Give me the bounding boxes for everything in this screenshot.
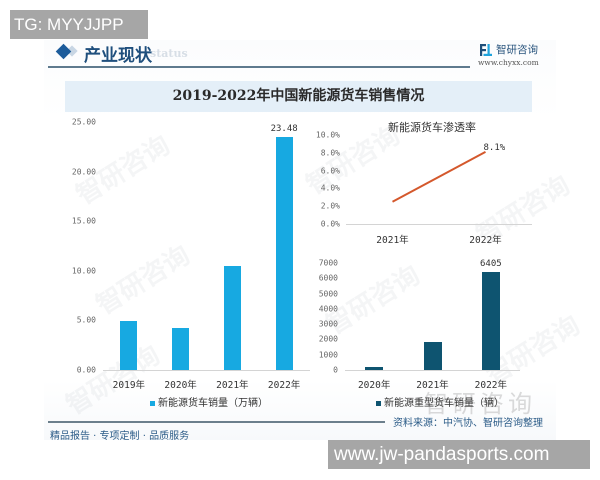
y-axis-tick-label: 2000 [318,334,338,344]
top-left-tag-overlay: TG: MYYJJPP [10,10,148,39]
bottom-url-overlay: www.jw-pandasports.com [328,440,590,469]
chart-legend: 新能源重型货车销量（辆） [376,394,504,409]
bar-value-label: 6405 [479,259,502,270]
footer-divider [48,421,385,423]
brand-url: www.chyxx.com [478,58,539,67]
y-axis-tick-label: 15.00 [71,216,96,226]
figure-title: 2019-2022年中国新能源货车销售情况 [172,88,425,104]
y-axis-tick-label: 10.00 [71,266,96,276]
y-axis-tick-label: 5.00 [76,315,96,325]
y-axis-tick-label: 0.00 [76,365,96,375]
brand-logo-icon [480,44,492,56]
chart-legend: 新能源货车销量（万辆） [150,394,268,409]
y-axis-tick-label: 25.00 [71,117,96,127]
y-axis-tick-label: 3000 [318,319,338,329]
y-axis-tick-label: 8.0% [320,148,340,158]
x-axis-tick-label: 2021年 [416,380,449,391]
bar-2022年 [481,272,500,370]
x-axis-tick-label: 2021年 [216,380,249,391]
x-axis-tick-label: 2022年 [469,235,502,246]
y-axis-tick-label: 2.0% [320,201,340,211]
y-axis-tick-label: 20.00 [71,167,96,177]
y-axis-tick-label: 10.0% [315,130,340,140]
legend-swatch-icon [376,400,381,406]
y-axis-tick-label: 0 [333,365,338,375]
y-axis-tick-label: 4000 [318,304,338,314]
x-axis-tick-label: 2022年 [267,380,301,391]
bar-2022年 [275,137,293,370]
x-axis-tick-label: 2020年 [357,380,391,391]
y-axis-tick-label: 7000 [318,258,338,268]
bar-2021年 [423,342,442,370]
section-title-english-watermark: status [150,47,188,60]
chart-title: 新能源货车渗透率 [388,121,476,134]
y-axis-tick-label: 0.0% [320,219,340,229]
y-axis-tick-label: 6.0% [320,166,340,176]
brand-name: 智研咨询 [496,44,538,56]
legend-label: 新能源重型货车销量（辆） [384,398,504,409]
bar-2021年 [223,265,241,370]
bar-2020年 [172,328,190,370]
header-divider [48,66,470,68]
y-axis-tick-label: 4.0% [320,183,340,193]
x-axis-tick-label: 2020年 [164,380,197,391]
figure-title-band [65,81,532,112]
y-axis-tick-label: 6000 [318,273,338,283]
data-source-note: 资料来源：中汽协、智研咨询整理 [393,418,543,429]
line-value-label: 8.1% [483,142,506,153]
x-axis-tick-label: 2021年 [376,235,409,246]
bar-2020年 [365,367,384,370]
section-title: 产业现状 [84,46,152,66]
x-axis-tick-label: 2019年 [112,380,146,391]
y-axis-tick-label: 5000 [318,289,338,299]
bar-2019年 [120,321,138,370]
y-axis-tick-label: 1000 [318,350,338,360]
bar-value-label: 23.48 [270,124,298,135]
legend-label: 新能源货车销量（万辆） [158,398,268,409]
x-axis-line [345,370,520,371]
x-axis-line [346,224,532,225]
legend-swatch-icon [150,400,155,406]
x-axis-line [103,370,310,371]
footer-slogan: 精品报告 · 专项定制 · 品质服务 [50,431,190,442]
x-axis-tick-label: 2022年 [474,380,508,391]
